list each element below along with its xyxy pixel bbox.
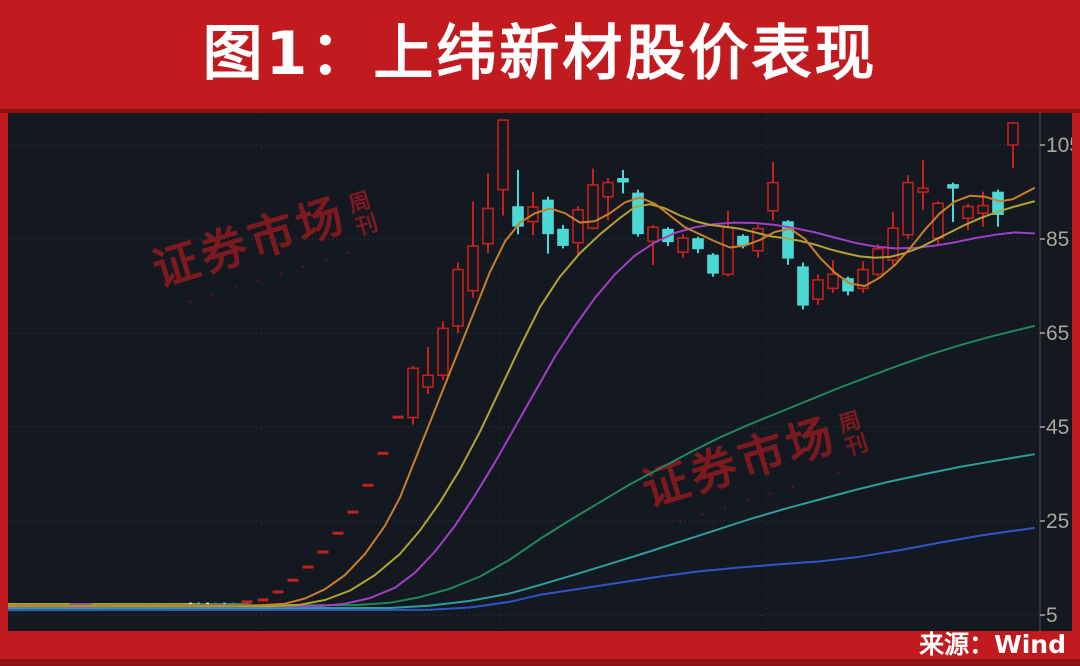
ma-line-yellow (8, 200, 1035, 608)
y-axis-label: 85 (1046, 228, 1069, 251)
y-axis-label: 25 (1046, 510, 1069, 533)
title-banner: 图1：上纬新材股价表现 (0, 0, 1080, 113)
chart-canvas: 105 85 65 45 25 5 (8, 113, 1072, 631)
limit-up-dashes (241, 415, 404, 604)
ma-line-blue (8, 527, 1035, 612)
ma-line-green (8, 325, 1035, 607)
ma-line-magenta (8, 221, 1035, 608)
page-title: 图1：上纬新材股价表现 (202, 19, 878, 89)
source-label: 来源：Wind (919, 630, 1066, 659)
y-gridlines (8, 144, 1040, 616)
stock-price-chart: 证券市场周刊 ▪ ▪ ▪ ▪ ▪ ▪ ▪ ▪ ▪ ▪ ▪ ▪ ▪ ▪ ▪ ▪ 证… (8, 113, 1072, 631)
y-axis: 105 85 65 45 25 5 (1039, 113, 1072, 631)
y-axis-label: 65 (1046, 322, 1069, 345)
ma-line-orange (8, 187, 1035, 607)
y-axis-label: 45 (1046, 416, 1069, 439)
source-bar: 来源：Wind (0, 631, 1080, 666)
x-gridlines (261, 113, 768, 631)
y-axis-label: 5 (1046, 604, 1058, 627)
ma-lines (8, 187, 1035, 612)
ma-line-teal (8, 453, 1035, 610)
y-axis-label: 105 (1046, 134, 1072, 157)
